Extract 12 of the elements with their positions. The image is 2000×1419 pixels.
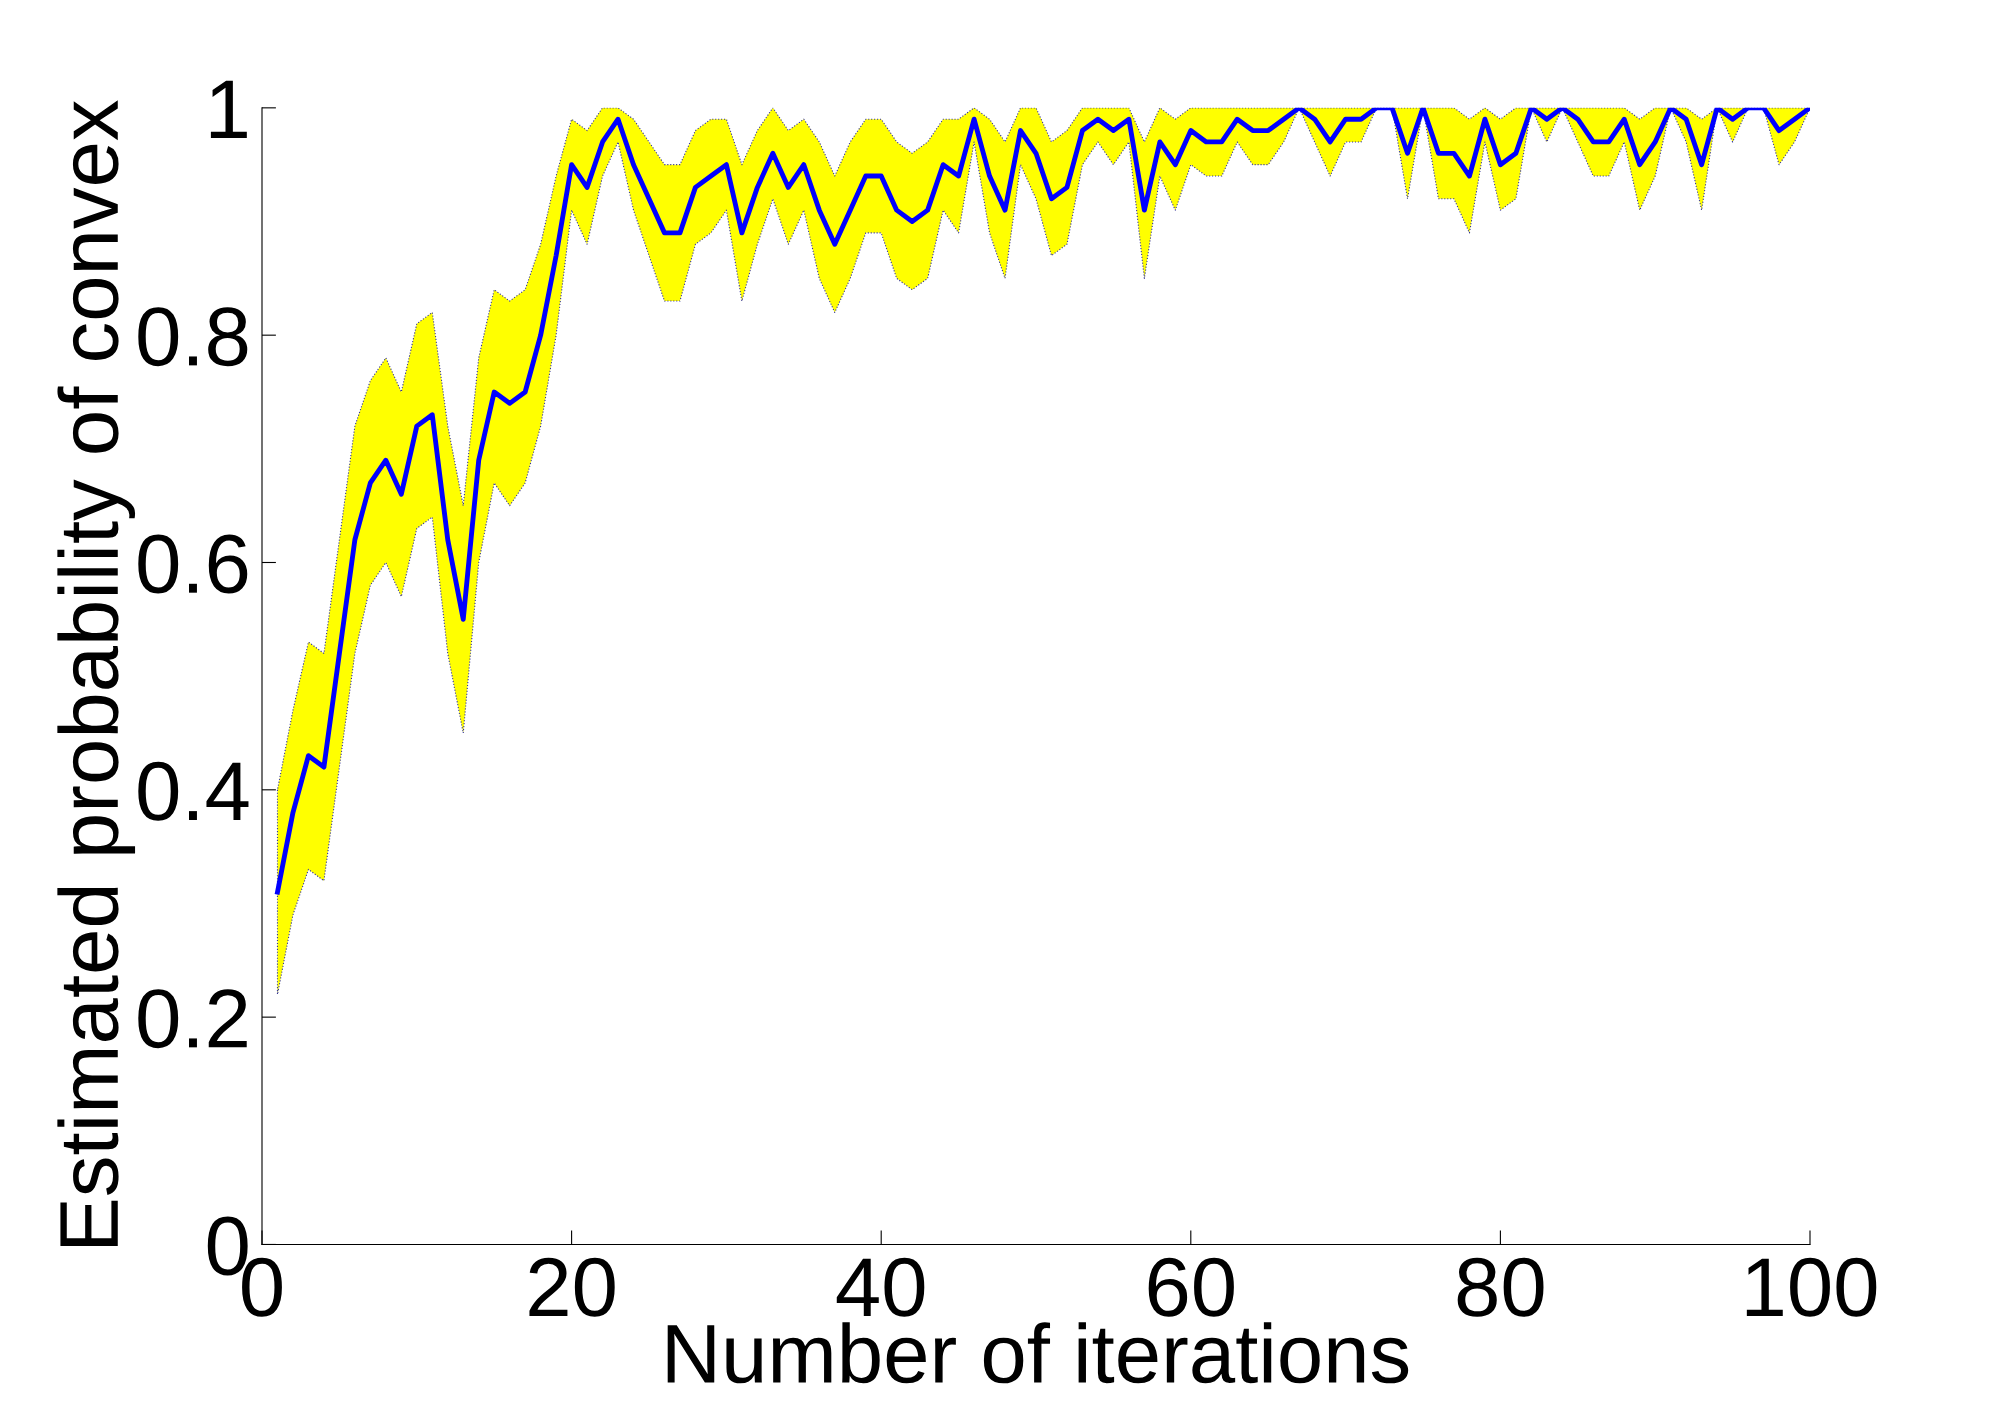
y-tick-label: 0.6 [138,534,248,594]
x-tick-label: 20 [529,1257,615,1317]
x-tick-label: 40 [836,1257,925,1317]
y-tick-label: 0.2 [138,989,247,1049]
x-axis-title: Number of iterations [667,1322,1409,1384]
x-tick-label: 100 [1746,1257,1877,1317]
y-axis-title: Estimated probability of convex [57,100,136,1246]
x-tick-label: 80 [1457,1257,1544,1317]
y-tick-label: 0.4 [138,761,249,821]
y-tick-label: 1 [210,80,247,139]
x-tick-label: 60 [1148,1257,1234,1317]
y-tick-label: 0.8 [138,307,248,367]
